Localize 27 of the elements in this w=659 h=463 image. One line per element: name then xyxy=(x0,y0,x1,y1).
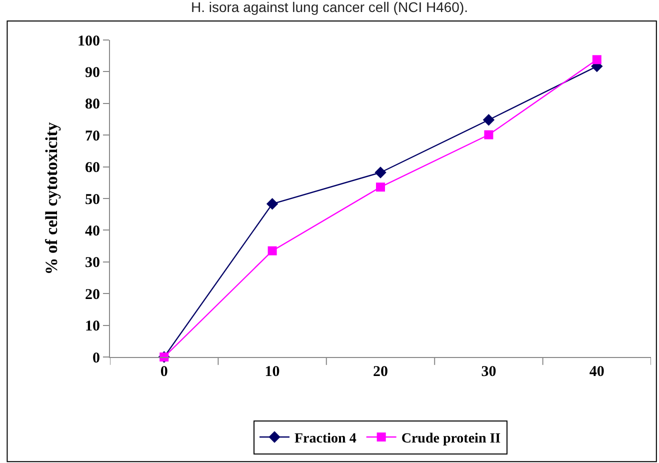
y-tick-label: 0 xyxy=(92,350,100,366)
y-tick-label: 100 xyxy=(78,33,100,50)
x-tick-label: 0 xyxy=(160,364,168,380)
y-axis-title: % of cell cytotoxicity xyxy=(42,122,62,275)
point xyxy=(266,198,278,210)
point xyxy=(482,114,495,126)
x-tick-label: 10 xyxy=(264,364,280,380)
y-tick-label: 50 xyxy=(85,192,100,208)
y-tick-label: 70 xyxy=(85,128,100,144)
x-tick-label: 20 xyxy=(373,364,388,380)
legend-label: Fraction 4 xyxy=(294,431,356,446)
y-tick-label: 90 xyxy=(85,64,100,81)
x-tick-label: 40 xyxy=(589,364,604,380)
y-tick-label: 80 xyxy=(85,96,100,113)
y-tick-label: 20 xyxy=(85,286,100,303)
y-tick-label: 60 xyxy=(85,160,100,176)
point xyxy=(268,246,277,256)
y-tick-label: 40 xyxy=(85,223,100,240)
chart-title: H. isora against lung cancer cell (NCI H460). xyxy=(190,0,468,16)
legend-label: Crude protein II xyxy=(401,431,501,446)
point xyxy=(484,130,494,140)
x-tick-label: 30 xyxy=(481,364,496,380)
point xyxy=(592,55,602,64)
point xyxy=(374,166,386,178)
point xyxy=(376,182,385,192)
y-tick-label: 10 xyxy=(85,318,100,335)
y-tick-label: 30 xyxy=(85,255,100,272)
